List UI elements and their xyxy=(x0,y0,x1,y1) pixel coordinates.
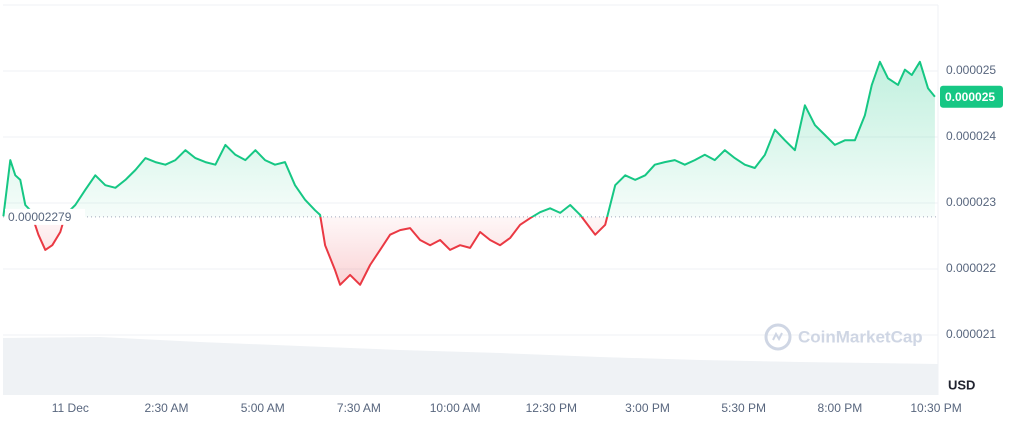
y-tick-label: 0.000024 xyxy=(946,129,996,143)
currency-label: USD xyxy=(948,377,975,392)
y-tick-label: 0.000023 xyxy=(946,195,996,209)
x-tick-label: 10:30 PM xyxy=(910,401,961,415)
price-line xyxy=(2,60,936,286)
x-tick-label: 10:00 AM xyxy=(430,401,481,415)
y-tick-label: 0.000021 xyxy=(946,327,996,341)
x-tick-label: 5:00 AM xyxy=(241,401,285,415)
last-price-label: 0.000025 xyxy=(945,90,995,104)
y-tick-label: 0.000025 xyxy=(946,63,996,77)
x-tick-label: 8:00 PM xyxy=(818,401,863,415)
price-area xyxy=(3,61,935,285)
x-tick-label: 3:00 PM xyxy=(625,401,670,415)
volume-area xyxy=(3,337,938,395)
watermark: CoinMarketCap xyxy=(764,323,923,351)
baseline-label-bg xyxy=(5,208,85,225)
baseline-label: 0.00002279 xyxy=(8,210,72,224)
x-tick-label: 5:30 PM xyxy=(721,401,766,415)
x-tick-label: 2:30 AM xyxy=(145,401,189,415)
y-tick-label: 0.000022 xyxy=(946,261,996,275)
last-price-box xyxy=(940,85,1003,108)
x-tick-label: 12:30 PM xyxy=(526,401,577,415)
x-tick-label: 11 Dec xyxy=(52,401,89,415)
x-tick-label: 7:30 AM xyxy=(337,401,381,415)
watermark-text: CoinMarketCap xyxy=(798,327,923,346)
